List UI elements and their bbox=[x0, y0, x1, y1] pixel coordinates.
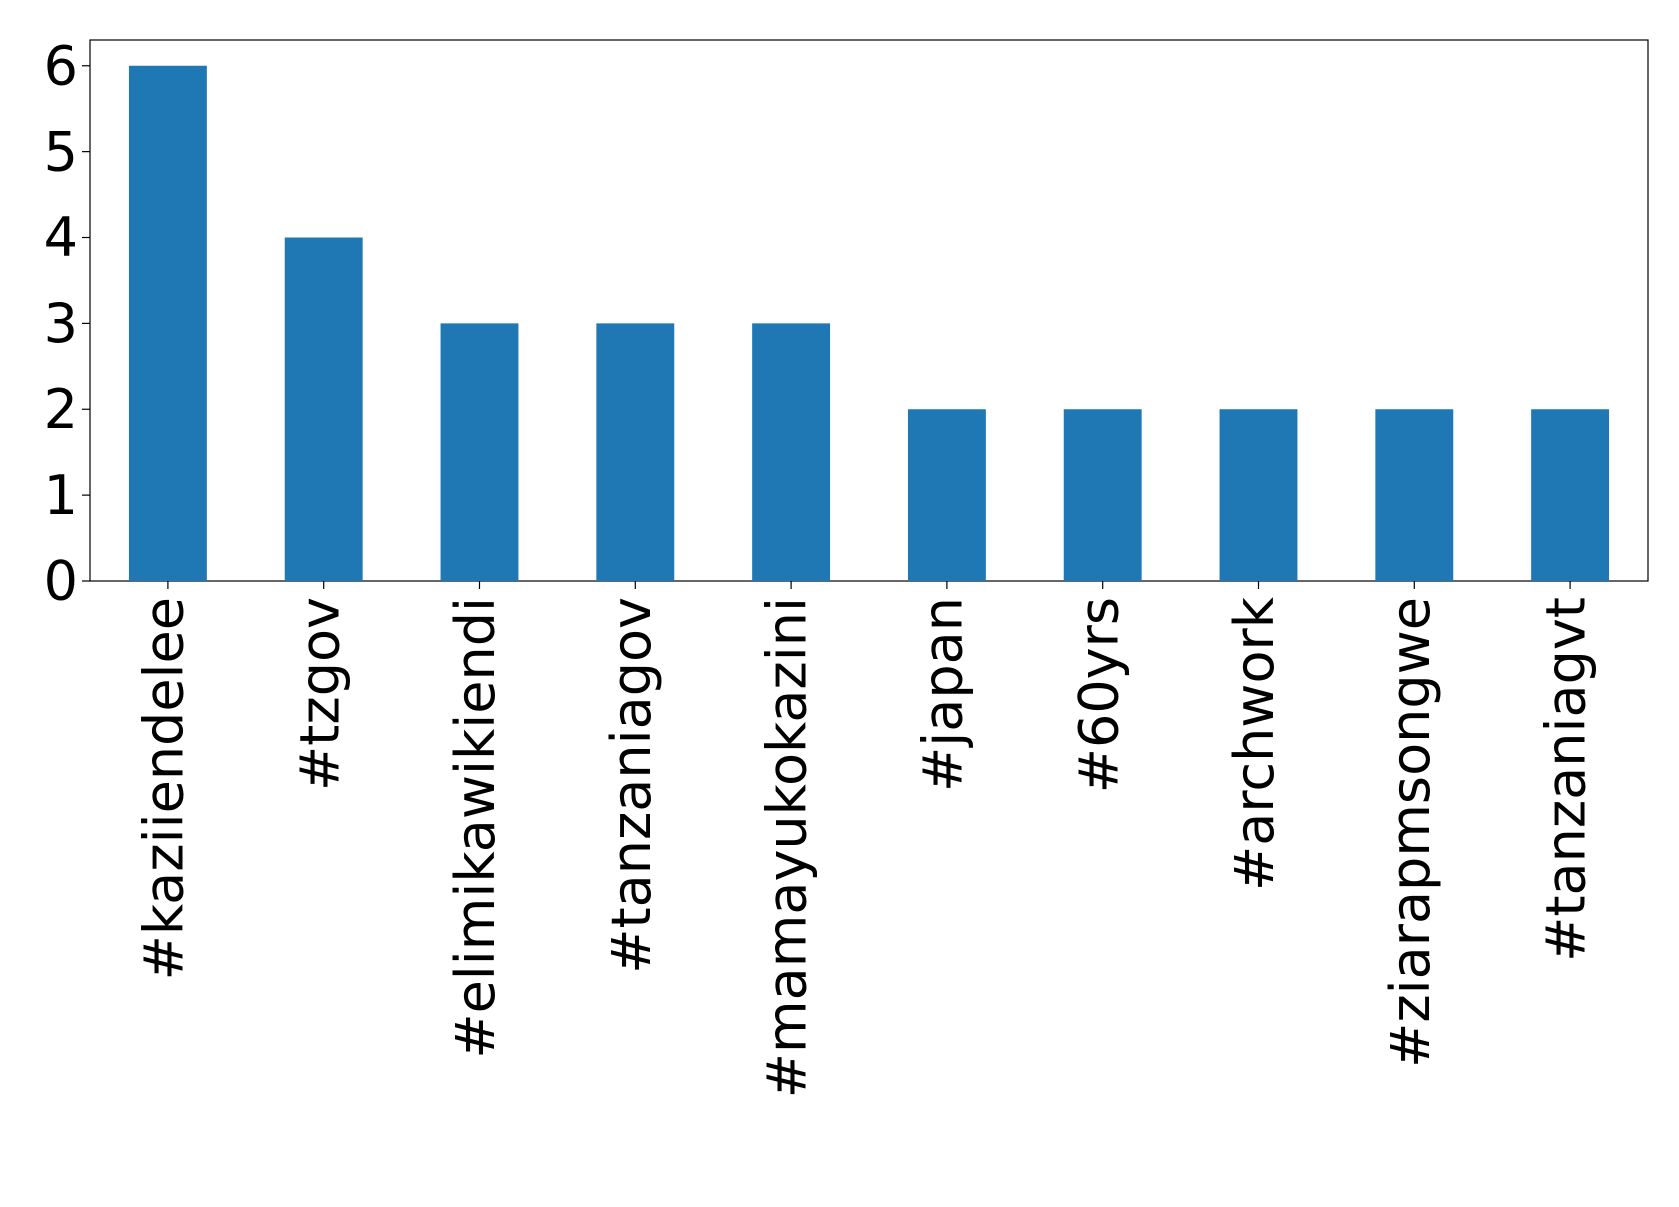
x-tick-label: #tzgov bbox=[288, 597, 351, 791]
bar bbox=[440, 323, 519, 581]
x-tick-label: #kaziiendelee bbox=[133, 597, 196, 980]
bar bbox=[1375, 409, 1454, 581]
y-tick-label: 5 bbox=[44, 120, 78, 183]
y-tick-label: 2 bbox=[44, 378, 78, 441]
y-tick-label: 3 bbox=[44, 292, 78, 355]
bar bbox=[596, 323, 675, 581]
y-tick-label: 4 bbox=[44, 206, 78, 269]
bar bbox=[752, 323, 831, 581]
y-tick-label: 0 bbox=[44, 550, 78, 613]
plot-frame bbox=[89, 39, 1649, 582]
bar bbox=[284, 237, 363, 581]
x-tick-label: #japan bbox=[912, 597, 975, 792]
bar bbox=[1219, 409, 1298, 581]
bar bbox=[907, 409, 986, 581]
bar bbox=[128, 65, 207, 581]
y-tick-label: 1 bbox=[44, 464, 78, 527]
x-tick-label: #tanzaniagvt bbox=[1535, 597, 1598, 962]
x-tick-label: #ziarapmsongwe bbox=[1379, 597, 1442, 1068]
x-tick-label: #archwork bbox=[1223, 596, 1286, 891]
x-tick-label: #elimikawikiendi bbox=[444, 597, 507, 1059]
bar bbox=[1063, 409, 1142, 581]
x-tick-label: #60yrs bbox=[1067, 597, 1130, 793]
y-tick-label: 6 bbox=[44, 34, 78, 97]
x-tick-label: #mamayukokazini bbox=[756, 597, 819, 1098]
bar bbox=[1531, 409, 1610, 581]
x-tick-label: #tanzaniagov bbox=[600, 597, 663, 974]
